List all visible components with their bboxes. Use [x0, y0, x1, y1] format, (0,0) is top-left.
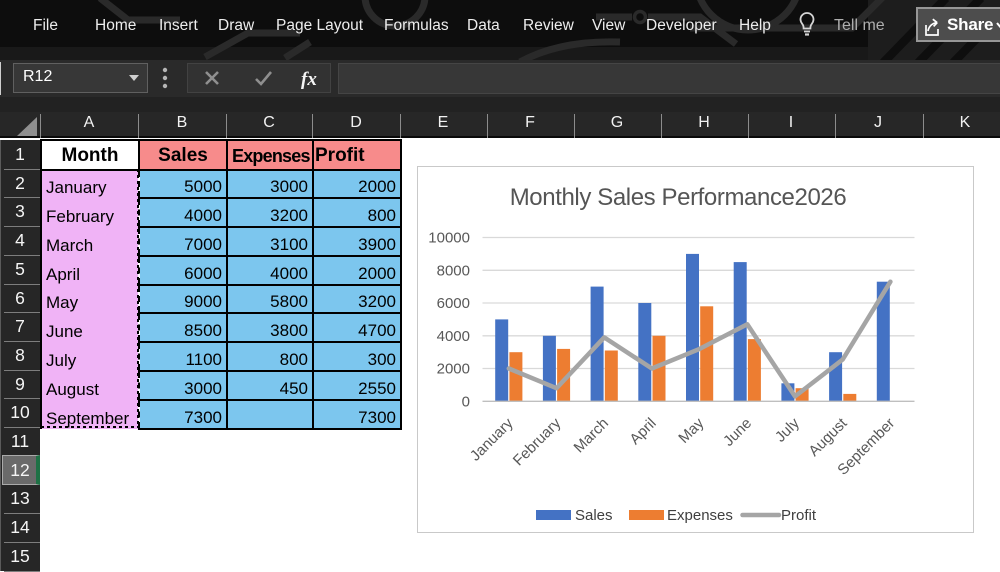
svg-text:fx: fx	[301, 69, 317, 90]
svg-text:4000: 4000	[437, 328, 470, 345]
svg-text:0: 0	[462, 393, 470, 410]
svg-text:Monthly Sales Performance2026: Monthly Sales Performance2026	[510, 184, 847, 211]
svg-text:Sales: Sales	[575, 507, 613, 524]
svg-text:10000: 10000	[428, 230, 470, 247]
svg-text:8000: 8000	[437, 262, 470, 279]
svg-text:Expenses: Expenses	[667, 507, 733, 524]
svg-text:2000: 2000	[437, 361, 470, 378]
svg-text:Profit: Profit	[781, 507, 817, 524]
svg-text:6000: 6000	[437, 295, 470, 312]
